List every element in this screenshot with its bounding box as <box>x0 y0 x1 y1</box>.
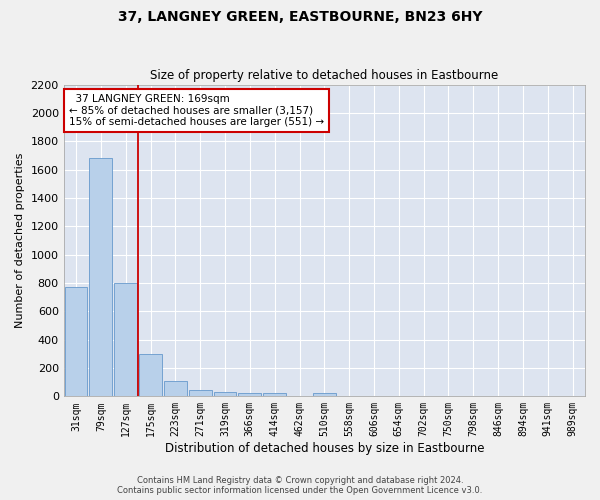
Bar <box>189 390 212 396</box>
Bar <box>164 380 187 396</box>
Bar <box>115 283 137 397</box>
Title: Size of property relative to detached houses in Eastbourne: Size of property relative to detached ho… <box>150 69 499 82</box>
Text: 37, LANGNEY GREEN, EASTBOURNE, BN23 6HY: 37, LANGNEY GREEN, EASTBOURNE, BN23 6HY <box>118 10 482 24</box>
Bar <box>263 393 286 396</box>
Bar <box>313 394 336 396</box>
X-axis label: Distribution of detached houses by size in Eastbourne: Distribution of detached houses by size … <box>164 442 484 455</box>
Bar <box>89 158 112 396</box>
Text: Contains HM Land Registry data © Crown copyright and database right 2024.
Contai: Contains HM Land Registry data © Crown c… <box>118 476 482 495</box>
Bar <box>65 287 88 397</box>
Bar <box>238 393 261 396</box>
Y-axis label: Number of detached properties: Number of detached properties <box>15 153 25 328</box>
Bar <box>214 392 236 396</box>
Bar <box>139 354 162 397</box>
Text: 37 LANGNEY GREEN: 169sqm  
← 85% of detached houses are smaller (3,157)
15% of s: 37 LANGNEY GREEN: 169sqm ← 85% of detach… <box>69 94 324 127</box>
